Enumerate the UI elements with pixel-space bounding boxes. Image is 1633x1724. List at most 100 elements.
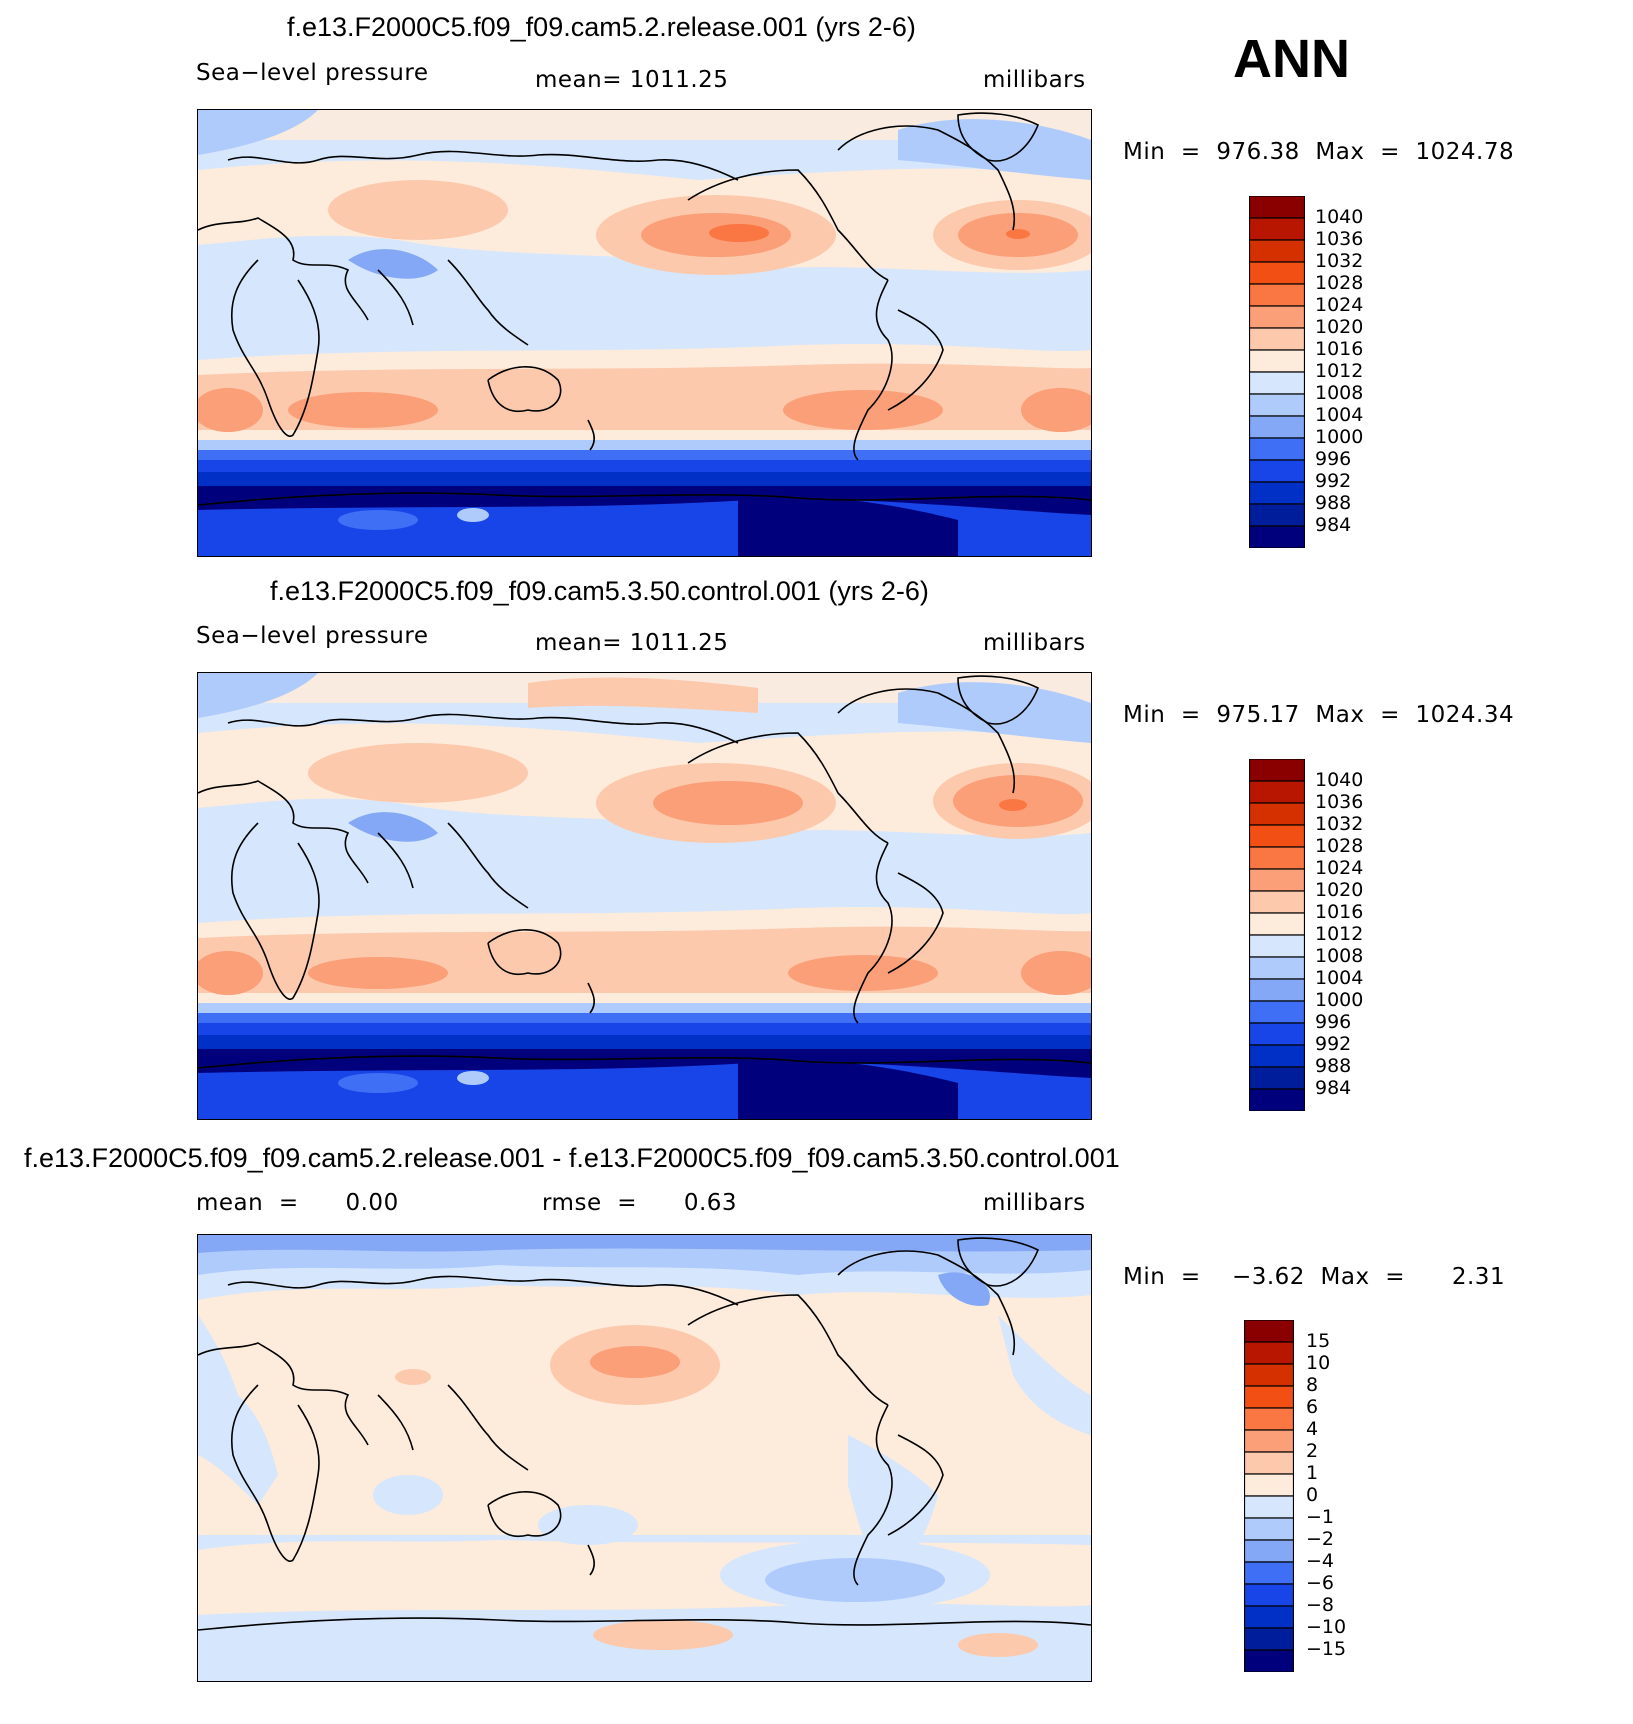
colorbar-swatch [1248, 371, 1306, 395]
colorbar-swatch [1243, 1649, 1295, 1673]
panel2-colorbar-label: 992 [1315, 1033, 1352, 1055]
season-label: ANN [1233, 29, 1350, 89]
panel3-colorbar-label: −4 [1306, 1550, 1335, 1572]
colorbar-swatch [1243, 1319, 1295, 1343]
colorbar-swatch [1248, 1088, 1306, 1112]
panel1-colorbar-label: 1000 [1315, 426, 1364, 448]
colorbar-swatch [1248, 393, 1306, 417]
panel1-mean-label: mean= 1011.25 [535, 67, 729, 93]
colorbar-swatch [1248, 327, 1306, 351]
colorbar-swatch [1243, 1407, 1295, 1431]
panel2-colorbar-label: 1020 [1315, 879, 1364, 901]
colorbar-swatch [1248, 349, 1306, 373]
panel2-minmax-label: Min = 975.17 Max = 1024.34 [1123, 702, 1515, 728]
colorbar-swatch [1243, 1627, 1295, 1651]
colorbar-swatch [1248, 283, 1306, 307]
panel2-mean-label: mean= 1011.25 [535, 630, 729, 656]
colorbar-swatch [1243, 1605, 1295, 1629]
panel3-colorbar-label: −10 [1306, 1616, 1347, 1638]
panel1-colorbar-label: 1016 [1315, 338, 1364, 360]
colorbar-swatch [1248, 239, 1306, 263]
colorbar-swatch [1248, 1000, 1306, 1024]
panel1-title: f.e13.F2000C5.f09_f09.cam5.2.release.001… [287, 12, 916, 42]
colorbar-swatch [1243, 1583, 1295, 1607]
panel2-colorbar-label: 988 [1315, 1055, 1352, 1077]
panel3-colorbar [1243, 1319, 1295, 1673]
panel1-colorbar-label: 988 [1315, 492, 1352, 514]
colorbar-swatch [1248, 780, 1306, 804]
colorbar-swatch [1243, 1539, 1295, 1563]
panel2-colorbar-label: 1040 [1315, 769, 1364, 791]
panel2-colorbar-labels: 1040 1036 1032 1028 1024 1020 1016 1012 … [1315, 759, 1395, 1111]
panel2-title: f.e13.F2000C5.f09_f09.cam5.3.50.control.… [270, 576, 929, 606]
panel1-colorbar-label: 1028 [1315, 272, 1364, 294]
colorbar-swatch [1248, 846, 1306, 870]
colorbar-swatch [1248, 758, 1306, 782]
colorbar-swatch [1243, 1429, 1295, 1453]
colorbar-swatch [1248, 956, 1306, 980]
colorbar-swatch [1243, 1363, 1295, 1387]
panel3-rmse-label: rmse = 0.63 [542, 1190, 738, 1216]
colorbar-swatch [1248, 1022, 1306, 1046]
panel2-colorbar-label: 1032 [1315, 813, 1364, 835]
panel1-colorbar-label: 1032 [1315, 250, 1364, 272]
panel3-colorbar-labels: 15 10 8 6 4 2 1 0 −1 −2 −4 −6 −8 −10 −15 [1306, 1320, 1386, 1672]
colorbar-swatch [1248, 195, 1306, 219]
colorbar-swatch [1243, 1495, 1295, 1519]
panel2-colorbar-label: 1000 [1315, 989, 1364, 1011]
panel1-colorbar-label: 1004 [1315, 404, 1364, 426]
panel1-colorbar-label: 992 [1315, 470, 1352, 492]
colorbar-swatch [1248, 824, 1306, 848]
panel2-colorbar-label: 1024 [1315, 857, 1364, 879]
panel1-units-label: millibars [983, 67, 1086, 93]
panel3-colorbar-label: 1 [1306, 1462, 1319, 1484]
panel2-colorbar-label: 1004 [1315, 967, 1364, 989]
panel3-colorbar-label: 15 [1306, 1330, 1331, 1352]
panel1-colorbar-label: 1024 [1315, 294, 1364, 316]
panel3-colorbar-label: 8 [1306, 1374, 1319, 1396]
panel2-map [197, 672, 1092, 1120]
panel3-colorbar-label: 6 [1306, 1396, 1319, 1418]
panel2-colorbar-label: 1012 [1315, 923, 1364, 945]
colorbar-swatch [1248, 481, 1306, 505]
panel2-colorbar-label: 984 [1315, 1077, 1352, 1099]
colorbar-swatch [1248, 459, 1306, 483]
panel1-map [197, 109, 1092, 557]
colorbar-swatch [1248, 217, 1306, 241]
colorbar-swatch [1248, 1066, 1306, 1090]
panel1-colorbar-labels: 1040 1036 1032 1028 1024 1020 1016 1012 … [1315, 196, 1395, 548]
colorbar-swatch [1248, 261, 1306, 285]
colorbar-swatch [1248, 868, 1306, 892]
colorbar-swatch [1248, 912, 1306, 936]
colorbar-swatch [1243, 1517, 1295, 1541]
colorbar-swatch [1248, 437, 1306, 461]
panel3-title: f.e13.F2000C5.f09_f09.cam5.2.release.001… [24, 1143, 1120, 1173]
colorbar-swatch [1243, 1451, 1295, 1475]
panel3-colorbar-label: 4 [1306, 1418, 1319, 1440]
panel3-colorbar-label: 2 [1306, 1440, 1319, 1462]
panel2-colorbar-label: 1036 [1315, 791, 1364, 813]
panel1-colorbar [1248, 195, 1306, 549]
panel2-colorbar-label: 996 [1315, 1011, 1352, 1033]
colorbar-swatch [1243, 1473, 1295, 1497]
panel3-units-label: millibars [983, 1190, 1086, 1216]
panel3-minmax-label: Min = −3.62 Max = 2.31 [1123, 1264, 1506, 1290]
panel2-variable-label: Sea−level pressure [196, 623, 429, 649]
panel1-variable-label: Sea−level pressure [196, 60, 429, 86]
panel1-minmax-label: Min = 976.38 Max = 1024.78 [1123, 139, 1515, 165]
panel1-colorbar-label: 1020 [1315, 316, 1364, 338]
colorbar-swatch [1248, 978, 1306, 1002]
panel2-units-label: millibars [983, 630, 1086, 656]
panel3-colorbar-label: −1 [1306, 1506, 1335, 1528]
panel1-colorbar-label: 1036 [1315, 228, 1364, 250]
panel3-colorbar-label: −15 [1306, 1638, 1347, 1660]
panel3-map [197, 1234, 1092, 1682]
colorbar-swatch [1248, 802, 1306, 826]
colorbar-swatch [1243, 1561, 1295, 1585]
panel3-colorbar-label: −2 [1306, 1528, 1335, 1550]
panel2-colorbar-label: 1016 [1315, 901, 1364, 923]
colorbar-swatch [1248, 890, 1306, 914]
colorbar-swatch [1248, 1044, 1306, 1068]
colorbar-swatch [1248, 525, 1306, 549]
panel3-colorbar-label: −6 [1306, 1572, 1335, 1594]
